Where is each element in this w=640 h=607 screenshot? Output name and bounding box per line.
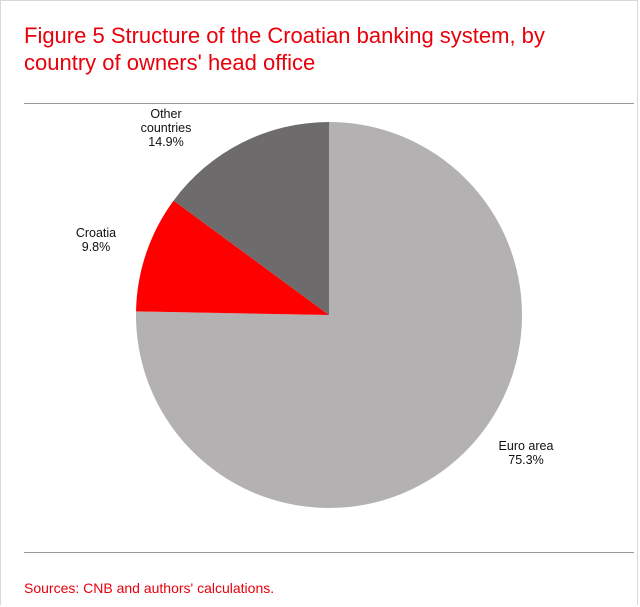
pie-label-other-countries: Other countries 14.9%	[141, 107, 192, 149]
pie-label-euro-area: Euro area 75.3%	[499, 439, 554, 467]
source-note: Sources: CNB and authors' calculations.	[24, 580, 275, 596]
pie-chart-svg: Euro area 75.3% Croatia 9.8% Other countries 1…	[76, 107, 554, 508]
pie-category-label: countries	[141, 121, 192, 135]
pie-slice-other-countries	[173, 122, 329, 315]
pie-slice-croatia	[136, 200, 329, 315]
pie-category-label: Other	[150, 107, 181, 121]
pie-category-label: Euro area	[499, 439, 554, 453]
pie-value-label: 14.9%	[148, 135, 183, 149]
figure-title: Figure 5 Structure of the Croatian banki…	[24, 23, 545, 75]
source-divider	[24, 552, 634, 553]
pie-value-label: 75.3%	[508, 453, 543, 467]
pie-label-croatia: Croatia 9.8%	[76, 226, 116, 254]
pie-chart: Euro area 75.3% Croatia 9.8% Other countries 1…	[0, 104, 640, 550]
pie-value-label: 9.8%	[82, 240, 111, 254]
title-divider	[24, 103, 634, 104]
pie-slice-euro-area	[135, 122, 522, 508]
pie-category-label: Croatia	[76, 226, 116, 240]
